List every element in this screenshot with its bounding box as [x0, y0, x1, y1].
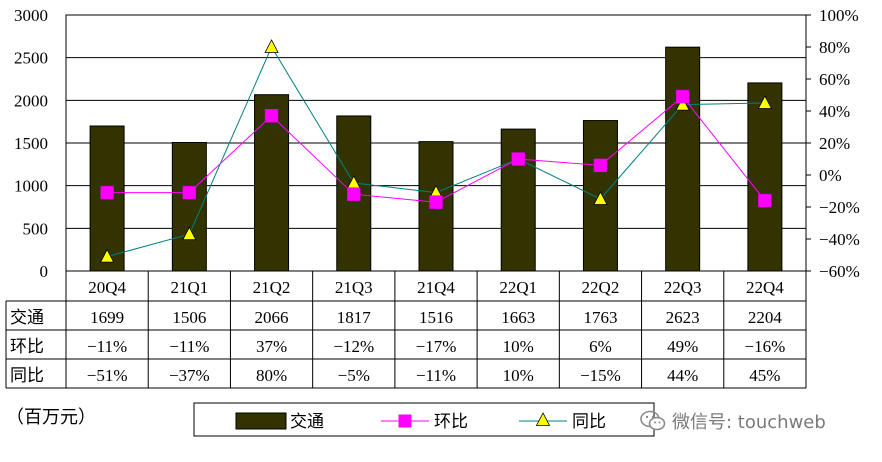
bar [747, 82, 783, 272]
table-cell: 37% [256, 337, 287, 356]
yoy-point [99, 248, 115, 263]
table-cell: −11% [169, 337, 209, 356]
bar [336, 115, 372, 272]
left-tick-label: 2500 [14, 49, 48, 68]
table-cell: 10% [503, 337, 534, 356]
table-row-label: 同比 [10, 366, 44, 385]
qoq-point [758, 193, 772, 208]
table-cell: 2066 [255, 308, 289, 327]
right-tick-label: 40% [819, 102, 850, 121]
wechat-icon [640, 410, 666, 431]
qoq-point [347, 187, 361, 201]
table-cell: −12% [333, 337, 374, 356]
yoy-point [675, 96, 690, 111]
yoy-point [264, 39, 279, 53]
right-tick-label: 80% [819, 38, 850, 57]
yoy-point [593, 191, 608, 205]
legend-label: 环比 [434, 412, 468, 431]
x-tick-label: 20Q4 [88, 278, 126, 297]
qoq-point [264, 109, 279, 123]
yoy-point [757, 95, 773, 109]
qoq-point [593, 158, 608, 173]
x-tick-label: 21Q1 [170, 278, 208, 297]
table-cell: −51% [87, 366, 128, 385]
table-cell: 10% [503, 366, 534, 385]
table-cell: −5% [338, 366, 370, 385]
x-tick-label: 22Q3 [664, 278, 702, 297]
table-cell: 44% [667, 366, 698, 385]
table-cell: 49% [667, 337, 698, 356]
bar [171, 141, 207, 272]
qoq-point [429, 195, 443, 209]
table-cell: 1663 [501, 308, 535, 327]
x-tick-label: 22Q1 [499, 278, 537, 297]
qoq-point [182, 185, 197, 200]
x-tick-label: 21Q4 [417, 278, 455, 297]
table-cell: −15% [580, 366, 621, 385]
table-cell: −37% [169, 366, 210, 385]
right-tick-label: 0% [819, 166, 842, 185]
bar [665, 46, 701, 272]
bar [500, 128, 536, 272]
table-cell: 6% [589, 337, 612, 356]
watermark-text: 微信号: touchweb [672, 412, 826, 433]
right-tick-label: 20% [819, 134, 850, 153]
yoy-point [182, 226, 197, 241]
table-cell: 45% [749, 366, 780, 385]
table-cell: 2204 [748, 308, 783, 327]
right-tick-label: 60% [819, 70, 850, 89]
qoq-point [511, 152, 525, 166]
left-tick-label: 2000 [14, 91, 48, 110]
table-cell: 80% [256, 366, 287, 385]
table-cell: 1506 [172, 308, 206, 327]
x-tick-label: 21Q3 [335, 278, 373, 297]
legend-label: 交通 [290, 412, 324, 431]
table-cell: 1817 [337, 308, 372, 327]
table-cell: 1516 [419, 308, 453, 327]
legend-bar-swatch [235, 412, 287, 430]
table-cell: 2623 [666, 308, 700, 327]
table-cell: −11% [87, 337, 127, 356]
x-tick-label: 22Q2 [582, 278, 620, 297]
table-cell: −11% [416, 366, 456, 385]
table-cell: 1763 [583, 308, 617, 327]
left-tick-label: 1500 [14, 134, 48, 153]
left-tick-label: 0 [40, 262, 49, 281]
watermark: 微信号: touchweb [640, 408, 826, 434]
bar [254, 94, 290, 272]
right-tick-label: −60% [819, 262, 860, 281]
left-tick-label: 3000 [14, 6, 48, 25]
legend-qoq-marker [398, 414, 412, 428]
qoq-point [675, 89, 690, 104]
table-cell: −17% [416, 337, 457, 356]
right-tick-label: −20% [819, 198, 860, 217]
right-tick-label: 100% [819, 6, 859, 25]
qoq-point [100, 185, 114, 200]
x-tick-label: 22Q4 [746, 278, 784, 297]
table-cell: 1699 [90, 308, 124, 327]
legend-yoy-marker [535, 412, 551, 426]
left-tick-label: 500 [23, 219, 49, 238]
table-cell: −16% [745, 337, 786, 356]
x-tick-label: 21Q2 [253, 278, 291, 297]
unit-label: （百万元） [6, 407, 96, 428]
table-row-label: 环比 [10, 337, 44, 356]
table-row-label: 交通 [10, 308, 44, 327]
left-tick-label: 1000 [14, 177, 48, 196]
right-tick-label: −40% [819, 230, 860, 249]
legend-label: 同比 [572, 412, 606, 431]
